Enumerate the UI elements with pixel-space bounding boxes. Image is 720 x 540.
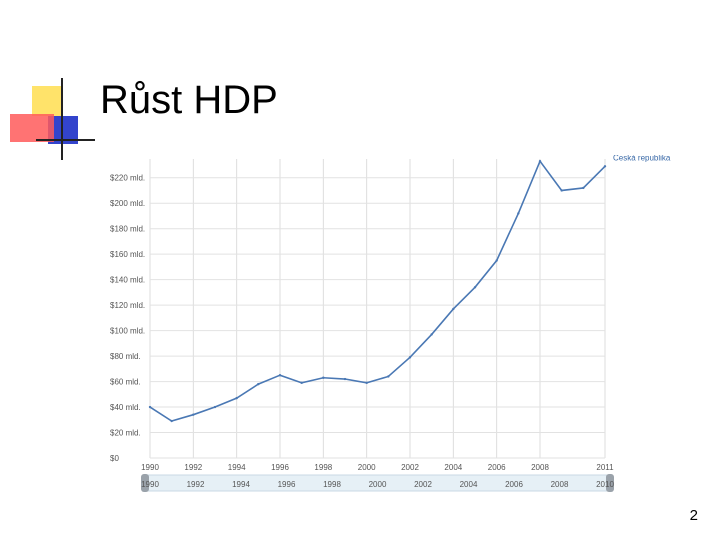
x-tick-label-2000: 2000 (358, 463, 376, 472)
data-point-2007 (517, 212, 520, 215)
data-point-1999 (343, 377, 347, 381)
legend-label-0: Česká republika (613, 155, 671, 162)
data-point-1993 (213, 405, 217, 409)
y-tick-label-160: $160 mld. (110, 250, 145, 259)
x-tick-label-1990: 1990 (141, 463, 159, 472)
x-tick-label-1998: 1998 (314, 463, 332, 472)
y-tick-label-120: $120 mld. (110, 301, 145, 310)
deco-red-square (10, 114, 54, 142)
gdp-line-chart: $0 $20 mld. $40 mld. $60 mld. $80 mld. $100 m… (110, 155, 671, 492)
data-point-2011 (603, 165, 607, 168)
y-tick-label-100: $100 mld. (110, 327, 145, 336)
data-point-1990 (148, 405, 152, 409)
data-point-1997 (300, 381, 303, 385)
x-tick-label-1994: 1994 (228, 463, 246, 472)
y-tick-label-200: $200 mld. (110, 199, 145, 208)
x-tick-label-2008: 2008 (531, 463, 549, 472)
data-point-2004 (452, 307, 455, 311)
x-tick-label-1992: 1992 (184, 463, 202, 472)
y-tick-label-180: $180 mld. (110, 225, 145, 234)
slider-label-1994: 1994 (232, 480, 250, 489)
chart-series (148, 159, 607, 423)
deco-yellow-square (32, 86, 62, 116)
x-tick-label-1996: 1996 (271, 463, 289, 472)
slider-handle-end[interactable] (606, 474, 614, 492)
y-tick-label-0: $0 (110, 454, 119, 463)
data-point-2000 (365, 381, 368, 385)
y-tick-label-60: $60 mld. (110, 378, 141, 387)
slider-label-1996: 1996 (278, 480, 296, 489)
data-point-1995 (257, 382, 260, 386)
data-point-2009 (560, 189, 563, 192)
series-line-0 (149, 159, 606, 422)
slider-label-1992: 1992 (187, 480, 205, 489)
data-point-2001 (387, 375, 390, 378)
slider-label-2000: 2000 (369, 480, 387, 489)
data-point-2008 (538, 159, 542, 163)
slider-label-2002: 2002 (414, 480, 432, 489)
x-axis-ticks: 1990 1992 1994 1996 1998 2000 2002 2004 2006 2008… (141, 463, 614, 472)
data-point-2002 (408, 356, 412, 359)
x-tick-label-2004: 2004 (444, 463, 462, 472)
data-point-1991 (170, 419, 173, 423)
data-point-1998 (322, 376, 325, 379)
data-point-1992 (192, 413, 195, 416)
slider-handle-start[interactable] (141, 474, 149, 492)
slide-title: Růst HDP (100, 78, 278, 122)
data-point-2005 (473, 286, 477, 289)
chart-gridlines (149, 159, 606, 459)
corner-decoration (10, 78, 95, 160)
x-tick-label-2002: 2002 (401, 463, 419, 472)
slider-label-2010: 2010 (596, 480, 614, 489)
y-axis-ticks: $0 $20 mld. $40 mld. $60 mld. $80 mld. $100 m… (110, 174, 145, 463)
y-tick-label-20: $20 mld. (110, 429, 141, 438)
page-number: 2 (689, 507, 698, 524)
y-tick-label-220: $220 mld. (110, 174, 145, 183)
data-point-2006 (495, 259, 498, 262)
x-tick-label-2011: 2011 (596, 463, 614, 472)
slider-label-1998: 1998 (323, 480, 341, 489)
slider-label-2006: 2006 (505, 480, 523, 489)
y-tick-label-80: $80 mld. (110, 352, 141, 361)
data-point-1996 (278, 373, 282, 377)
slider-label-2008: 2008 (551, 480, 569, 489)
y-tick-label-140: $140 mld. (110, 276, 145, 285)
time-range-slider[interactable]: 1990 1992 1994 1996 1998 2000 2002 2004 2006 2008… (141, 474, 614, 492)
x-tick-label-2006: 2006 (488, 463, 506, 472)
chart-legend: Česká republika (613, 155, 671, 162)
y-tick-label-40: $40 mld. (110, 403, 141, 412)
data-point-2010 (582, 186, 585, 190)
data-point-1994 (235, 396, 238, 400)
slider-label-1990: 1990 (141, 480, 159, 489)
data-point-2003 (430, 333, 433, 336)
slider-label-2004: 2004 (460, 480, 478, 489)
